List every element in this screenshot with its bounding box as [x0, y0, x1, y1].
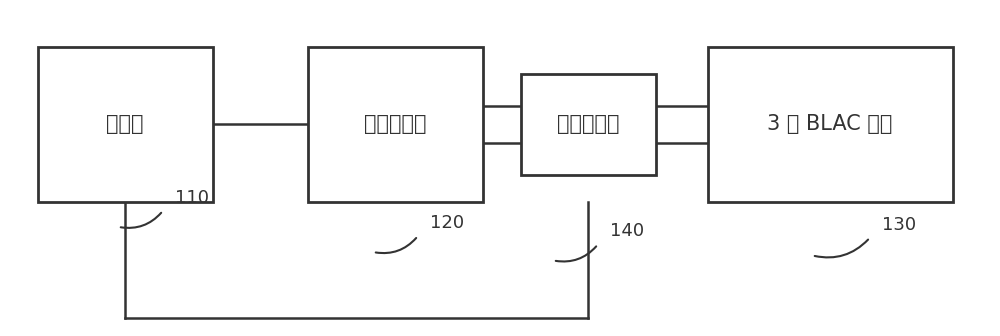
Text: 控制部: 控制部 [106, 114, 144, 134]
Bar [708, 47, 952, 202]
Text: 130: 130 [882, 215, 916, 234]
Text: 3 相 BLAC 马达: 3 相 BLAC 马达 [767, 114, 893, 134]
Text: 120: 120 [430, 214, 464, 232]
Text: 140: 140 [610, 222, 644, 240]
Bar [38, 47, 212, 202]
Bar [520, 74, 656, 175]
Text: 电流传感器: 电流传感器 [557, 114, 619, 134]
Text: 110: 110 [175, 188, 209, 207]
Bar [308, 47, 482, 202]
Text: 马达驱动部: 马达驱动部 [364, 114, 426, 134]
